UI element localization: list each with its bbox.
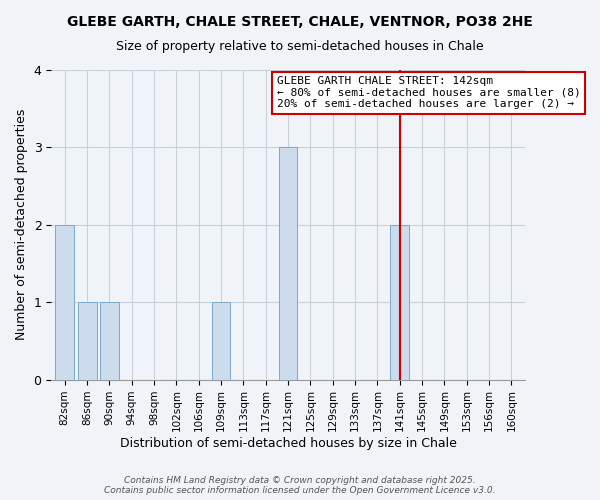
Bar (278, 148, 298, 380)
Text: Size of property relative to semi-detached houses in Chale: Size of property relative to semi-detach… (116, 40, 484, 53)
Text: GLEBE GARTH CHALE STREET: 142sqm
← 80% of semi-detached houses are smaller (8)
2: GLEBE GARTH CHALE STREET: 142sqm ← 80% o… (277, 76, 581, 110)
Y-axis label: Number of semi-detached properties: Number of semi-detached properties (15, 109, 28, 340)
Bar (55, 225, 74, 380)
Text: Contains HM Land Registry data © Crown copyright and database right 2025.
Contai: Contains HM Land Registry data © Crown c… (104, 476, 496, 495)
Text: GLEBE GARTH, CHALE STREET, CHALE, VENTNOR, PO38 2HE: GLEBE GARTH, CHALE STREET, CHALE, VENTNO… (67, 15, 533, 29)
Bar (212, 302, 230, 380)
Bar (100, 302, 119, 380)
Bar (77, 302, 97, 380)
Bar (390, 225, 409, 380)
X-axis label: Distribution of semi-detached houses by size in Chale: Distribution of semi-detached houses by … (119, 437, 457, 450)
